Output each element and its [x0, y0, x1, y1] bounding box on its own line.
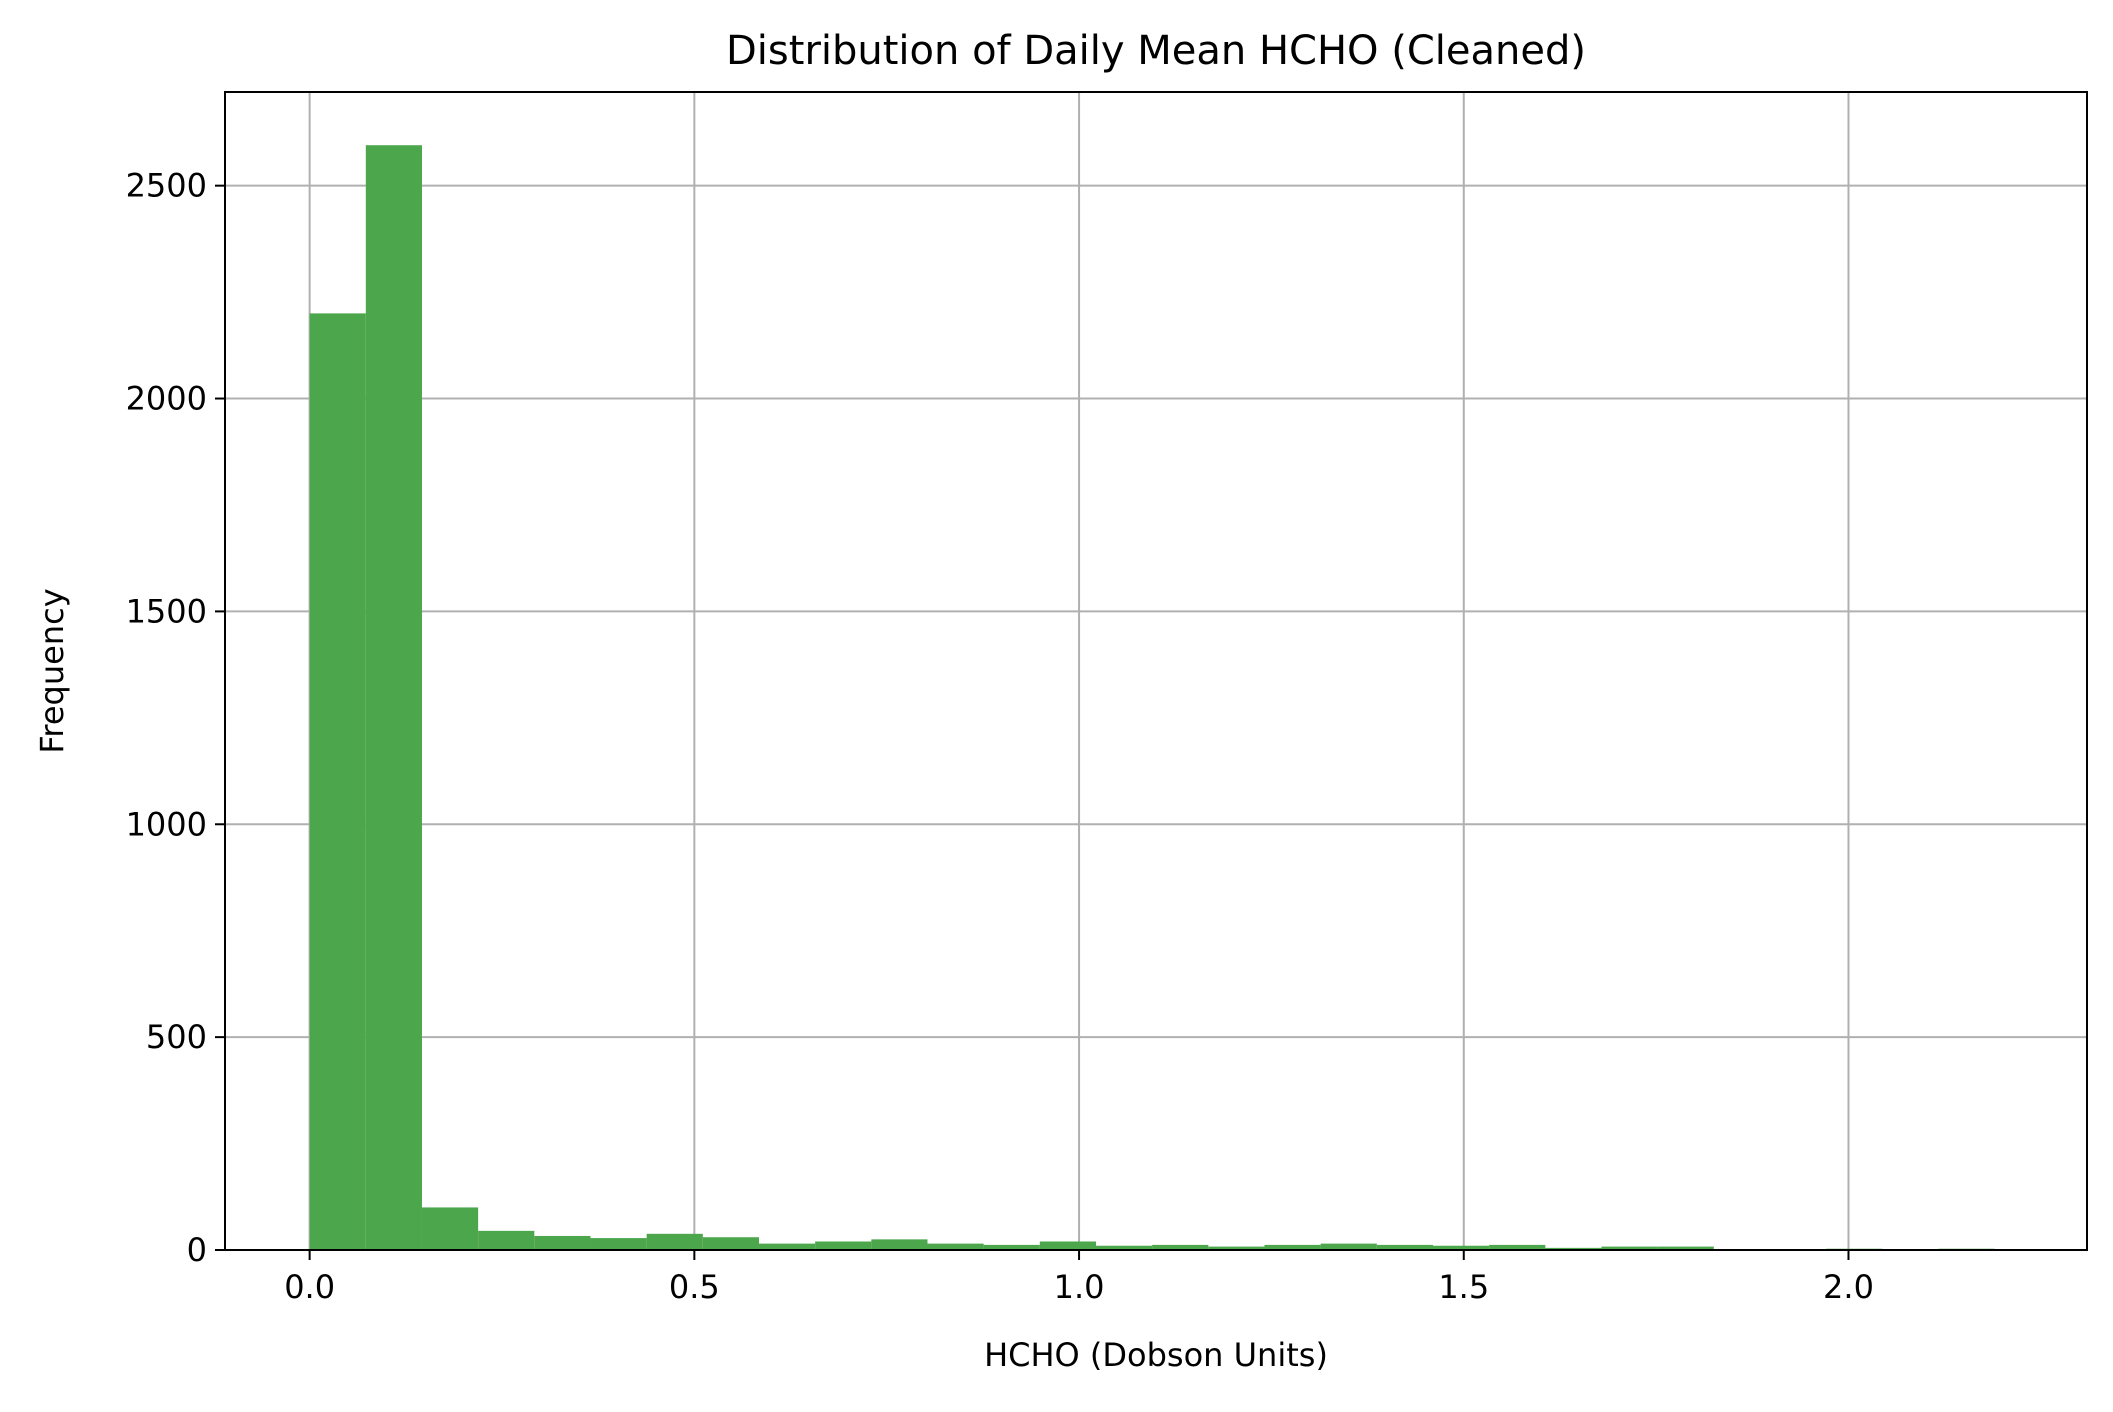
histogram-bar	[421, 1207, 479, 1250]
histogram-bar	[365, 145, 422, 1250]
histogram-bar	[646, 1233, 703, 1250]
y-tick-label: 0	[187, 1231, 207, 1269]
histogram-bar	[1545, 1247, 1602, 1250]
histogram-bar	[1208, 1246, 1265, 1250]
y-axis-label: Frequency	[33, 588, 71, 753]
histogram-bar	[1095, 1245, 1153, 1250]
histogram-bar	[1489, 1244, 1546, 1250]
y-tick-label: 1500	[126, 592, 207, 630]
y-tick-label: 2000	[126, 380, 207, 418]
grid-lines	[225, 92, 2087, 1251]
histogram-bar	[590, 1238, 647, 1250]
histogram-bar	[983, 1244, 1040, 1250]
histogram-bar	[871, 1239, 928, 1250]
x-tick-label: 0.0	[284, 1268, 335, 1306]
histogram-bar	[927, 1243, 984, 1250]
y-tick-label: 1000	[126, 805, 207, 843]
x-tick-label: 1.0	[1054, 1268, 1105, 1306]
histogram-bar	[758, 1243, 816, 1250]
y-tick-label: 500	[146, 1018, 207, 1056]
y-tick-label: 2500	[126, 167, 207, 205]
histogram-bar	[309, 313, 366, 1251]
histogram-bar	[1376, 1244, 1433, 1250]
chart-title: Distribution of Daily Mean HCHO (Cleaned…	[726, 28, 1586, 74]
x-tick-label: 2.0	[1823, 1268, 1874, 1306]
histogram-bar	[534, 1235, 591, 1250]
x-tick-label: 0.5	[669, 1268, 720, 1306]
histogram-bar	[702, 1237, 759, 1250]
histogram-bar	[1657, 1246, 1714, 1250]
histogram-bars	[309, 145, 1995, 1251]
histogram-bar	[1432, 1245, 1490, 1250]
histogram-bar	[1320, 1243, 1377, 1250]
x-axis-label: HCHO (Dobson Units)	[984, 1336, 1328, 1374]
histogram-bar	[1601, 1246, 1658, 1250]
histogram-bar	[1264, 1244, 1321, 1250]
histogram-bar	[815, 1241, 872, 1250]
histogram-bar	[1039, 1241, 1096, 1250]
axis-ticks: 0.0 0.5 1.0 1.5 2.0 0 500 1000 1500 2000 2500	[126, 167, 1874, 1306]
histogram-bar	[1152, 1244, 1209, 1250]
x-tick-label: 1.5	[1438, 1268, 1489, 1306]
histogram-bar	[478, 1230, 535, 1250]
plot-frame	[224, 91, 2088, 1251]
